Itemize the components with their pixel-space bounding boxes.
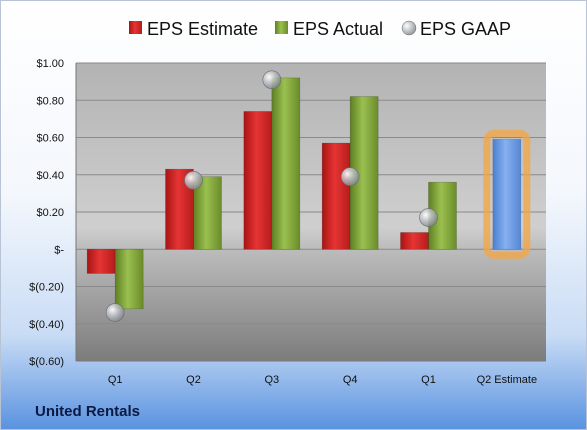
eps-gaap-marker [184,171,203,190]
x-tick-label: Q1 [421,374,436,386]
eps-gaap-marker [105,303,125,322]
y-tick-label: $1.00 [36,58,64,70]
legend: EPS Estimate EPS Actual EPS GAAP [129,19,511,39]
eps-estimate-bar [86,248,116,274]
eps-gaap-marker [262,70,282,90]
company-name: United Rentals [35,403,141,420]
x-tick-label: Q4 [343,374,358,386]
x-tick-label: Q2 Estimate [477,374,538,386]
x-tick-label: Q3 [264,374,279,386]
eps-actual-bar [114,248,144,310]
eps-estimate-bar [321,142,351,250]
y-tick-label: $(0.60) [29,356,64,368]
estimate-glow [483,129,531,259]
y-tick-label: $0.80 [36,95,64,107]
y-tick-label: $0.60 [36,133,64,145]
q2-estimate-bar [492,139,522,250]
x-tick-label: Q1 [108,374,123,386]
y-tick-label: $(0.40) [29,319,64,331]
eps-gaap-marker [340,167,360,186]
eps-actual-bar [271,77,301,250]
y-tick-label: $0.20 [36,207,64,219]
legend-label-1: EPS Actual [293,19,383,39]
eps-actual-bar [193,176,222,250]
y-tick-label: $- [54,244,64,256]
x-tick-label: Q2 [186,374,201,386]
legend-label-2: EPS GAAP [420,19,511,39]
y-tick-label: $(0.20) [29,282,64,294]
legend-swatch-1 [275,21,288,34]
y-tick-label: $0.40 [36,170,64,182]
legend-label-0: EPS Estimate [147,19,258,39]
eps-estimate-bar [400,232,429,250]
legend-swatch-0 [129,21,142,34]
eps-estimate-bar [243,111,273,250]
eps-gaap-marker [419,208,438,227]
legend-swatch-2 [401,20,417,36]
